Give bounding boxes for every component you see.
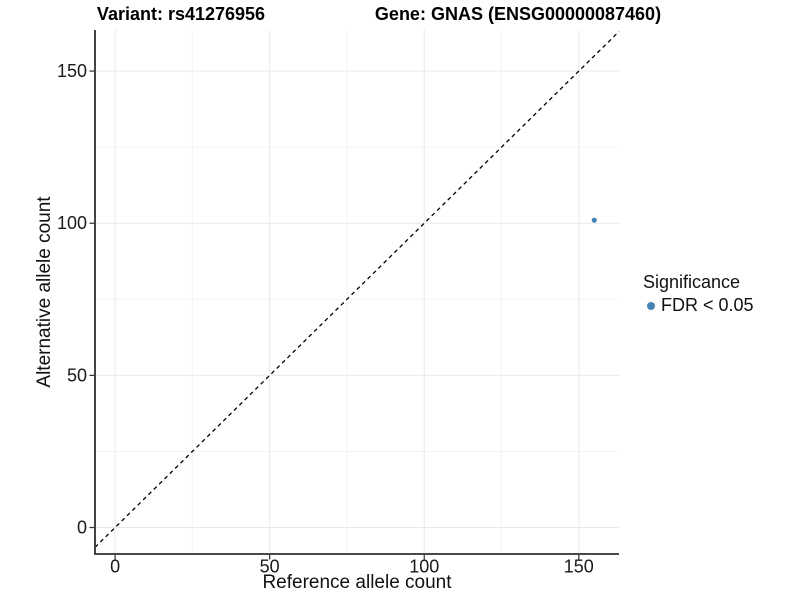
- variant-title: Variant: rs41276956: [96, 4, 266, 24]
- identity-dashed-line: [94, 31, 620, 548]
- x-tick-label: 150: [564, 557, 594, 577]
- y-tick-label: 50: [67, 365, 87, 385]
- legend-title: Significance: [643, 272, 741, 292]
- y-tick-label: 150: [57, 61, 87, 81]
- legend-item: FDR < 0.05: [643, 295, 754, 316]
- x-axis-title: Reference allele count: [262, 572, 452, 593]
- x-tick-label: 0: [110, 557, 120, 577]
- legend-key-dot-icon: [647, 301, 655, 310]
- x-tick-label: 100: [409, 557, 439, 577]
- data-point: [591, 217, 597, 223]
- y-axis-title: Alternative allele count: [34, 196, 55, 388]
- gene-title: Gene: GNAS (ENSG00000087460): [374, 4, 662, 24]
- x-tick-label: 50: [260, 557, 280, 577]
- legend: Significance FDR < 0.05: [643, 272, 754, 316]
- legend-item-label: FDR < 0.05: [661, 295, 754, 315]
- y-tick-label: 0: [77, 518, 87, 538]
- y-tick-label: 100: [57, 213, 87, 233]
